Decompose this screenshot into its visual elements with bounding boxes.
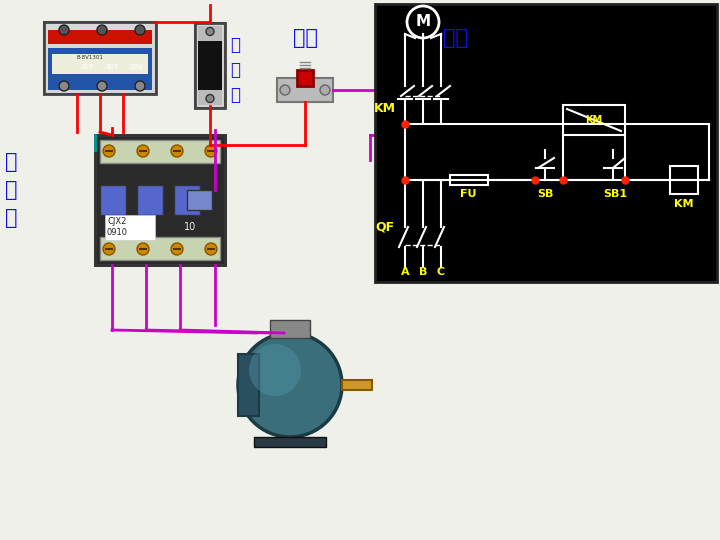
Bar [44, 22, 156, 94]
Text: KM: KM [674, 199, 694, 209]
Circle shape [206, 94, 214, 103]
Text: B-8V1301: B-8V1301 [76, 55, 104, 60]
Bar [100, 237, 220, 260]
Bar [563, 105, 625, 135]
Text: 10: 10 [184, 222, 196, 232]
Circle shape [249, 344, 301, 396]
Circle shape [59, 81, 69, 91]
Bar [100, 185, 126, 215]
Circle shape [320, 85, 330, 95]
Circle shape [171, 145, 183, 157]
Circle shape [103, 145, 115, 157]
Circle shape [238, 333, 342, 437]
Text: 停止: 停止 [292, 28, 318, 48]
Bar [198, 40, 222, 90]
Bar [198, 90, 222, 105]
Text: M: M [415, 15, 431, 30]
Bar [198, 25, 222, 40]
Bar [195, 23, 225, 107]
Text: A: A [401, 267, 409, 277]
Text: SB1: SB1 [603, 189, 627, 199]
Bar [297, 70, 313, 86]
Text: KM: KM [585, 115, 603, 125]
Circle shape [206, 28, 214, 36]
Bar [238, 354, 258, 416]
Bar [52, 54, 148, 74]
Bar [447, 70, 463, 86]
Bar [95, 135, 225, 265]
Bar [195, 23, 225, 107]
Circle shape [135, 25, 145, 35]
Circle shape [97, 25, 107, 35]
Bar [670, 166, 698, 194]
Circle shape [171, 243, 183, 255]
Bar [187, 190, 212, 210]
Bar [44, 22, 156, 94]
Bar [270, 320, 310, 338]
Circle shape [97, 81, 107, 91]
Bar [427, 78, 483, 102]
Bar [100, 140, 220, 163]
Bar [105, 215, 155, 240]
Circle shape [103, 243, 115, 255]
Text: FU: FU [460, 189, 476, 199]
Bar [95, 135, 225, 265]
Text: CJX2
0910: CJX2 0910 [107, 217, 127, 237]
Text: 30T: 30T [80, 64, 94, 70]
Circle shape [470, 85, 480, 95]
Circle shape [205, 243, 217, 255]
Text: QF: QF [375, 220, 395, 233]
Text: 接
触
器: 接 触 器 [5, 152, 17, 228]
Bar [174, 185, 200, 215]
Circle shape [135, 81, 145, 91]
Bar [48, 30, 152, 44]
Bar [137, 185, 163, 215]
Text: SB: SB [537, 189, 553, 199]
Circle shape [280, 85, 290, 95]
Bar [48, 48, 152, 90]
Circle shape [205, 145, 217, 157]
Bar [277, 78, 333, 102]
Bar [450, 175, 488, 185]
Text: 20V: 20V [130, 64, 143, 70]
Text: C: C [437, 267, 445, 277]
Bar [342, 380, 372, 390]
Text: 启动: 启动 [443, 28, 467, 48]
Text: 30T: 30T [105, 64, 118, 70]
Text: B: B [419, 267, 427, 277]
Bar [375, 4, 717, 282]
Bar [253, 437, 326, 447]
Circle shape [59, 25, 69, 35]
Circle shape [137, 145, 149, 157]
Text: KM: KM [374, 103, 396, 116]
Text: 断
路
器: 断 路 器 [230, 36, 240, 104]
Circle shape [137, 243, 149, 255]
Circle shape [430, 85, 440, 95]
